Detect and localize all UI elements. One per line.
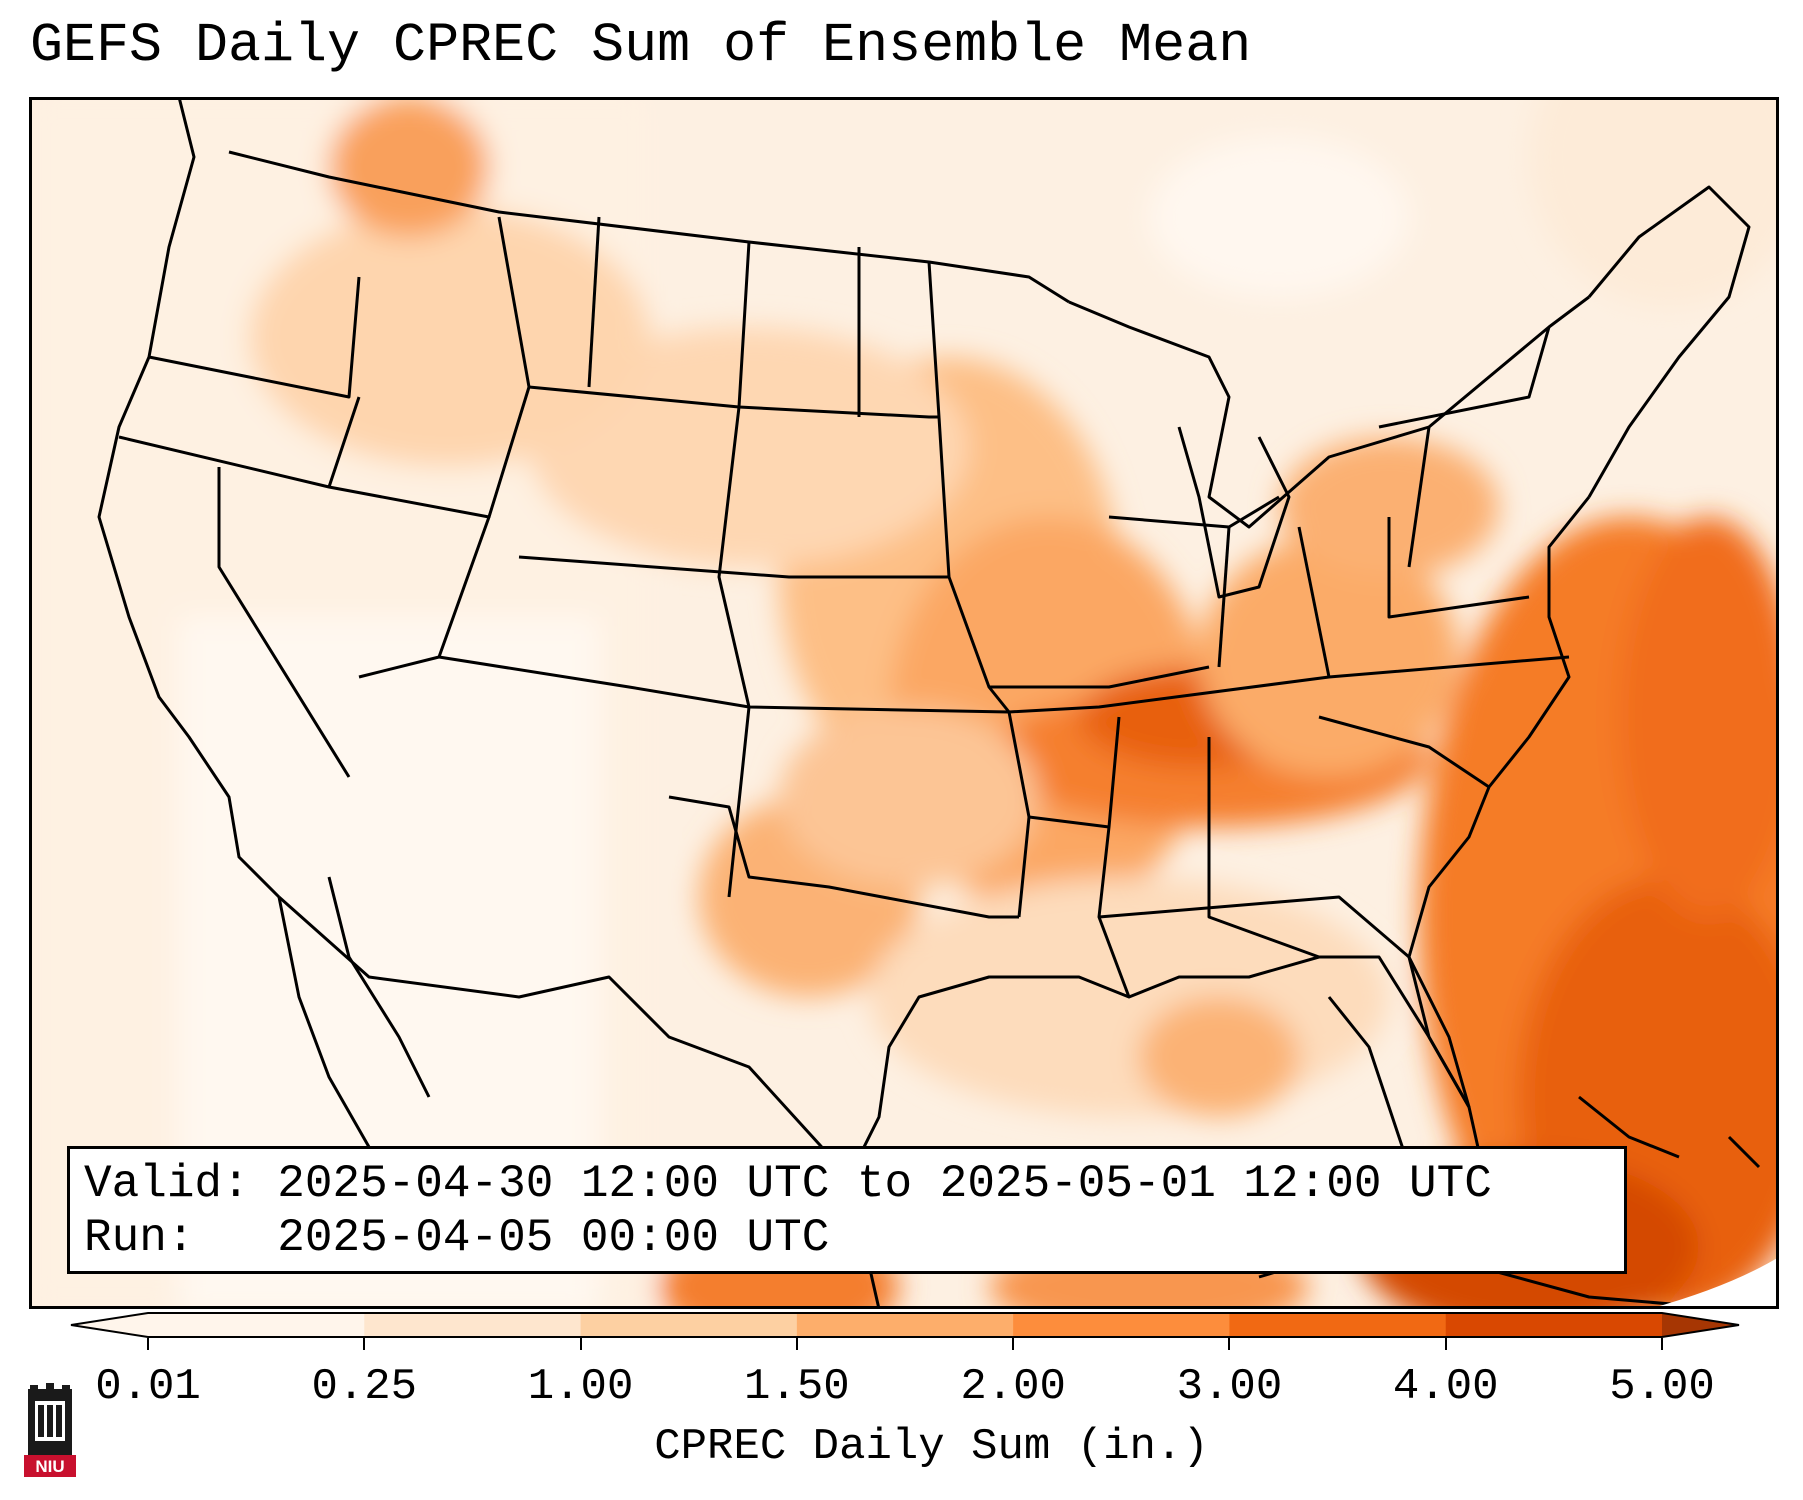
colorbar-segment	[1445, 1313, 1663, 1337]
colorbar-tick-mark	[147, 1338, 149, 1350]
colorbar-segment	[580, 1313, 798, 1337]
colorbar-label: CPREC Daily Sum (in.)	[654, 1422, 1209, 1472]
map-frame	[29, 97, 1779, 1309]
colorbar-tick-mark	[1228, 1338, 1231, 1350]
niu-logo	[24, 1383, 76, 1477]
map-title: GEFS Daily CPREC Sum of Ensemble Mean	[30, 14, 1252, 77]
info-box: Valid: 2025-04-30 12:00 UTC to 2025-05-0…	[67, 1146, 1627, 1274]
valid-label: Valid:	[84, 1158, 250, 1210]
colorbar-tick-mark	[1444, 1338, 1447, 1350]
colorbar-segment	[1229, 1313, 1447, 1337]
colorbar-tick-label: 2.00	[960, 1362, 1066, 1412]
colorbar-extend-high	[1662, 1313, 1739, 1337]
colorbar-segment	[796, 1313, 1014, 1337]
colorbar-segment	[364, 1313, 582, 1337]
colorbar-tick-label: 4.00	[1392, 1362, 1499, 1412]
boundaries	[97, 97, 1761, 1309]
colorbar-tick-label: 0.01	[95, 1362, 201, 1412]
colorbar-tick-label: 0.25	[311, 1362, 418, 1412]
colorbar-extend-low	[71, 1313, 148, 1337]
colorbar-tick-label: 1.00	[527, 1362, 634, 1412]
valid-row: Valid: 2025-04-30 12:00 UTC to 2025-05-0…	[84, 1157, 1624, 1211]
colorbar-segment	[148, 1313, 365, 1337]
run-value: 2025-04-05 00:00 UTC	[277, 1212, 830, 1264]
colorbar-tick-mark	[1661, 1338, 1663, 1350]
run-label: Run:	[84, 1212, 195, 1264]
colorbar	[70, 1312, 1740, 1338]
colorbar-tick-mark	[1012, 1338, 1015, 1350]
colorbar-tick-mark	[363, 1338, 366, 1350]
valid-value: 2025-04-30 12:00 UTC to 2025-05-01 12:00…	[277, 1158, 1492, 1210]
colorbar-tick-label: 3.00	[1176, 1362, 1283, 1412]
logo-text: NIU	[35, 1457, 65, 1476]
map-canvas	[29, 97, 1779, 1309]
colorbar-tick-mark	[795, 1338, 798, 1350]
colorbar-tick-mark	[579, 1338, 582, 1350]
run-row: Run: 2025-04-05 00:00 UTC	[84, 1211, 1624, 1265]
precipitation-map	[29, 97, 1779, 1309]
colorbar-tick-label: 1.50	[744, 1362, 850, 1412]
colorbar-segment	[1013, 1313, 1230, 1337]
colorbar-tick-label: 5.00	[1609, 1362, 1715, 1412]
